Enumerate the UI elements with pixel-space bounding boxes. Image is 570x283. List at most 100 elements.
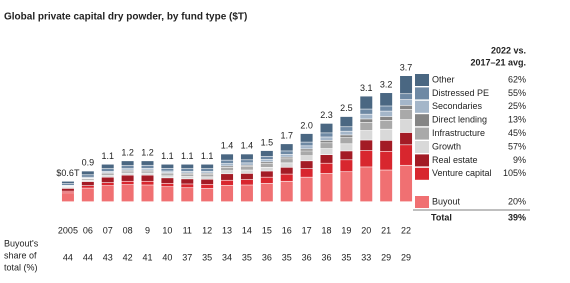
bar-segment: [340, 116, 353, 127]
bar-segment: [221, 154, 234, 160]
bar-segment: [101, 168, 114, 172]
bar-segment: [201, 168, 214, 172]
total-label: 1.2: [121, 148, 134, 158]
total-label: 1.1: [201, 151, 214, 161]
legend-label: Infrastructure: [432, 128, 485, 138]
bar-segment: [221, 163, 234, 166]
share-value: 35: [282, 252, 292, 262]
bar-segment: [141, 171, 154, 173]
bar-segment: [400, 165, 413, 202]
bar-segment: [320, 133, 333, 137]
bar-segment: [280, 151, 293, 155]
share-value: 36: [321, 252, 331, 262]
bar-segment: [380, 151, 393, 170]
bar-segment: [340, 151, 353, 160]
bar-segment: [201, 171, 214, 173]
x-tick-label: 18: [321, 225, 331, 235]
bar-segment: [340, 135, 353, 138]
legend-swatch: [415, 127, 429, 140]
bar-segment: [61, 191, 74, 193]
change-value: 57%: [508, 141, 526, 151]
share-value: 35: [242, 252, 252, 262]
bar-segment: [61, 193, 74, 202]
x-tick-label: 15: [262, 225, 272, 235]
bar-segment: [240, 165, 253, 167]
total-label: 1.1: [161, 151, 174, 161]
bar-segment: [260, 163, 273, 168]
bar-segment: [280, 174, 293, 181]
legend-swatch: [415, 196, 429, 208]
bar-segment: [380, 140, 393, 151]
total-label: $0.6T: [56, 168, 80, 178]
bar-segment: [221, 160, 234, 164]
x-tick-label: 11: [183, 225, 192, 235]
x-tick-label: 06: [83, 225, 93, 235]
bar-segment: [260, 162, 273, 164]
bar-segment: [161, 164, 174, 169]
legend-swatch: [415, 167, 429, 180]
bar-segment: [360, 130, 373, 140]
bar-segment: [400, 105, 413, 110]
bar-segment: [280, 167, 293, 174]
x-tick-label: 14: [242, 225, 252, 235]
total-label: Total: [431, 212, 452, 222]
total-label: 1.7: [280, 130, 293, 140]
total-label: 2.5: [340, 103, 353, 113]
bar-segment: [360, 122, 373, 131]
bar-segment: [240, 170, 253, 174]
bar-segment: [260, 167, 273, 171]
x-tick-label: 12: [202, 225, 212, 235]
bar-segment: [240, 166, 253, 170]
bar-segment: [240, 160, 253, 163]
bar-segment: [240, 185, 253, 202]
bar-segment: [161, 183, 174, 187]
bar-segment: [101, 182, 114, 186]
bar-segment: [320, 173, 333, 202]
bar-segment: [240, 179, 253, 185]
bar-segment: [221, 171, 234, 174]
bar-segment: [400, 119, 413, 133]
x-tick-label: 9: [145, 225, 150, 235]
bar-segment: [380, 120, 393, 129]
share-value: 33: [361, 252, 371, 262]
bar-segment: [360, 119, 373, 123]
total-label: 1.2: [141, 148, 154, 158]
bar-segment: [380, 129, 393, 141]
bar-segment: [320, 143, 333, 149]
bar-segment: [201, 184, 214, 189]
x-tick-label: 13: [222, 225, 232, 235]
legend-swatch: [415, 100, 429, 113]
legend-label: Distressed PE: [432, 88, 489, 98]
bar-segment: [260, 171, 273, 177]
bar-segment: [101, 175, 114, 177]
total-label: 3.1: [360, 83, 373, 93]
bar-segment: [300, 168, 313, 177]
bar-segment: [81, 175, 94, 177]
legend-swatch: [415, 154, 429, 167]
bar-segment: [380, 106, 393, 111]
bar-segment: [141, 175, 154, 181]
total-label: 2.3: [320, 110, 333, 120]
bar-segment: [380, 170, 393, 202]
x-tick-label: 19: [341, 225, 351, 235]
bar-segment: [320, 123, 333, 133]
total-label: 2.0: [300, 120, 313, 130]
bar-segment: [141, 173, 154, 175]
x-tick-label: 08: [123, 225, 133, 235]
bar-segment: [380, 111, 393, 117]
bar-segment: [121, 165, 134, 169]
bar-segment: [300, 151, 313, 156]
bar-segment: [101, 177, 114, 183]
bar-segment: [121, 173, 134, 175]
bar-segment: [280, 181, 293, 202]
bar-segment: [320, 155, 333, 163]
bar-segment: [161, 168, 174, 171]
total-label: 3.7: [400, 62, 413, 72]
legend-label: Venture capital: [432, 168, 492, 178]
share-label: Buyout's: [4, 238, 39, 248]
bar-segment: [300, 177, 313, 202]
legend-label: Direct lending: [432, 115, 487, 125]
bar-segment: [81, 185, 94, 188]
bar-segment: [181, 171, 194, 173]
